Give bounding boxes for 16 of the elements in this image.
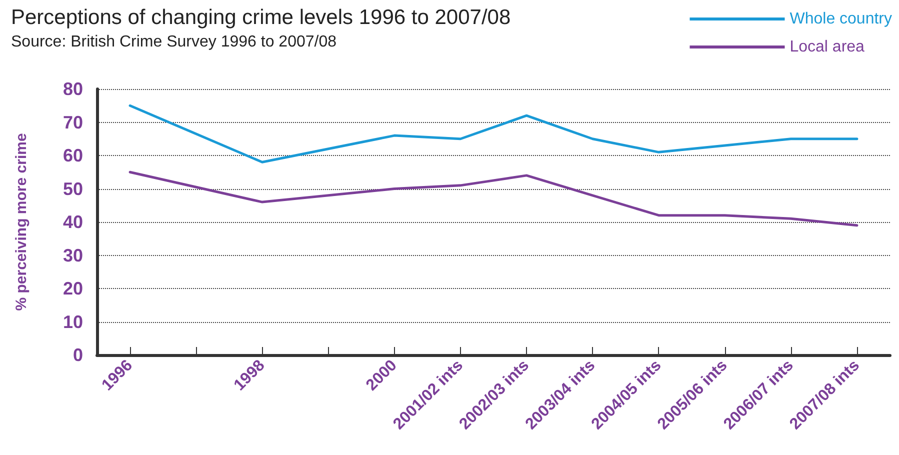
chart-title: Perceptions of changing crime levels 1996 to 2007/08 [11, 6, 511, 29]
y-tick-label: 10 [62, 312, 83, 332]
y-tick-label: 30 [62, 245, 83, 266]
y-axis-title: % perceiving more crime [13, 133, 30, 311]
y-tick-label: 0 [72, 345, 83, 365]
y-tick-label: 20 [62, 278, 83, 298]
y-tick-label: 80 [62, 79, 83, 99]
line-series [128, 104, 858, 164]
text: Whole country [790, 10, 892, 28]
text: Local area [790, 38, 865, 56]
line-series [128, 170, 858, 227]
y-tick-label: 40 [62, 212, 83, 232]
y-tick-label: 50 [62, 178, 83, 199]
y-tick-label: 60 [62, 146, 83, 166]
chart-subtitle: Source: British Crime Survey 1996 to 2007/08 [11, 34, 337, 50]
y-tick-label: 70 [62, 112, 83, 132]
